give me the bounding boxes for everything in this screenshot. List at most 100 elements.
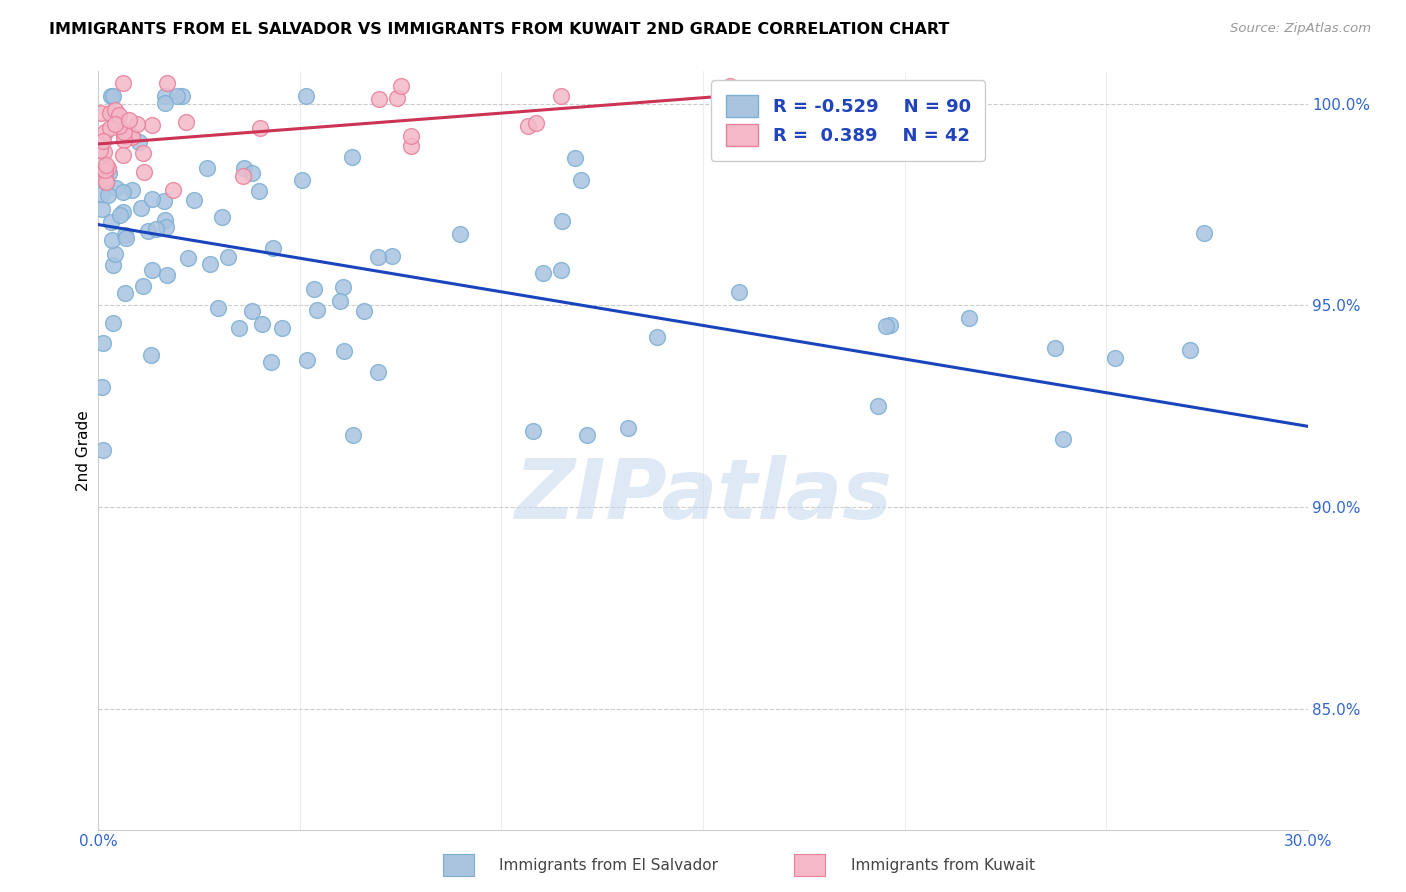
Point <box>366 250 388 264</box>
Point <box>132 146 155 161</box>
Point <box>112 148 135 162</box>
Point <box>100 215 122 229</box>
Point <box>103 316 125 330</box>
Point <box>198 257 221 271</box>
Point <box>183 194 205 208</box>
Point <box>93 145 115 160</box>
Point <box>516 119 538 133</box>
Point <box>260 355 283 369</box>
Point <box>104 103 127 118</box>
Point <box>329 293 352 308</box>
Y-axis label: 2nd Grade: 2nd Grade <box>76 410 91 491</box>
Point <box>207 301 229 315</box>
Point <box>103 247 125 261</box>
Point <box>114 231 136 245</box>
Point <box>367 366 389 380</box>
Point <box>156 268 179 282</box>
Point <box>959 311 981 326</box>
Point <box>170 88 193 103</box>
Point <box>101 88 124 103</box>
Point <box>564 151 586 165</box>
Point <box>139 348 162 362</box>
Point <box>129 201 152 215</box>
Point <box>101 258 124 272</box>
Point <box>108 108 131 122</box>
Point <box>108 208 131 222</box>
Point <box>153 95 176 110</box>
Point <box>645 330 668 344</box>
Point <box>389 78 412 93</box>
Point <box>156 77 179 91</box>
Point <box>162 183 184 197</box>
Point <box>141 263 163 277</box>
Point <box>195 161 218 175</box>
Point <box>141 118 163 132</box>
Point <box>118 112 141 127</box>
Point <box>121 129 143 144</box>
Point <box>879 318 901 332</box>
Point <box>90 106 112 120</box>
Point <box>262 241 284 255</box>
Point <box>291 173 314 187</box>
Point <box>332 280 354 294</box>
Point <box>340 150 363 164</box>
Point <box>531 267 554 281</box>
Point <box>233 161 256 175</box>
Point <box>98 106 121 120</box>
Point <box>153 88 176 103</box>
Point <box>166 88 188 103</box>
Point <box>575 427 598 442</box>
Point <box>104 117 127 131</box>
Point <box>91 335 114 350</box>
Point <box>449 227 471 242</box>
Point <box>112 124 135 138</box>
Point <box>128 135 150 149</box>
Point <box>718 78 741 93</box>
Point <box>91 202 114 216</box>
Point <box>550 89 572 103</box>
Text: ZIPatlas: ZIPatlas <box>515 456 891 536</box>
Point <box>217 251 239 265</box>
Point <box>134 165 156 179</box>
Point <box>522 424 544 438</box>
Point <box>270 321 292 335</box>
Point <box>153 212 176 227</box>
Point <box>107 120 129 134</box>
Point <box>152 194 174 208</box>
Point <box>94 175 117 189</box>
Point <box>112 128 135 143</box>
Point <box>247 184 270 198</box>
Point <box>114 228 136 243</box>
Point <box>305 302 328 317</box>
Point <box>97 188 120 202</box>
Point <box>399 129 422 144</box>
Point <box>94 175 117 189</box>
Point <box>96 158 118 172</box>
Point <box>1178 343 1201 358</box>
Point <box>368 93 391 107</box>
Point <box>1052 432 1074 446</box>
Point <box>112 185 135 199</box>
Point <box>876 319 898 334</box>
Point <box>97 161 120 175</box>
Point <box>385 91 408 105</box>
Point <box>100 121 122 136</box>
Point <box>91 187 114 202</box>
Point <box>353 303 375 318</box>
Point <box>1043 341 1066 355</box>
Point <box>617 421 640 435</box>
Point <box>131 279 153 293</box>
Point <box>93 171 115 186</box>
Point <box>401 139 423 153</box>
Point <box>91 380 114 394</box>
Point <box>94 126 117 140</box>
Point <box>295 88 318 103</box>
Point <box>342 428 364 442</box>
Point <box>868 399 890 413</box>
Point <box>112 205 135 219</box>
Point <box>297 353 319 368</box>
Point <box>121 129 143 144</box>
Text: Immigrants from El Salvador: Immigrants from El Salvador <box>499 858 718 872</box>
Point <box>155 220 177 235</box>
Point <box>89 144 111 158</box>
